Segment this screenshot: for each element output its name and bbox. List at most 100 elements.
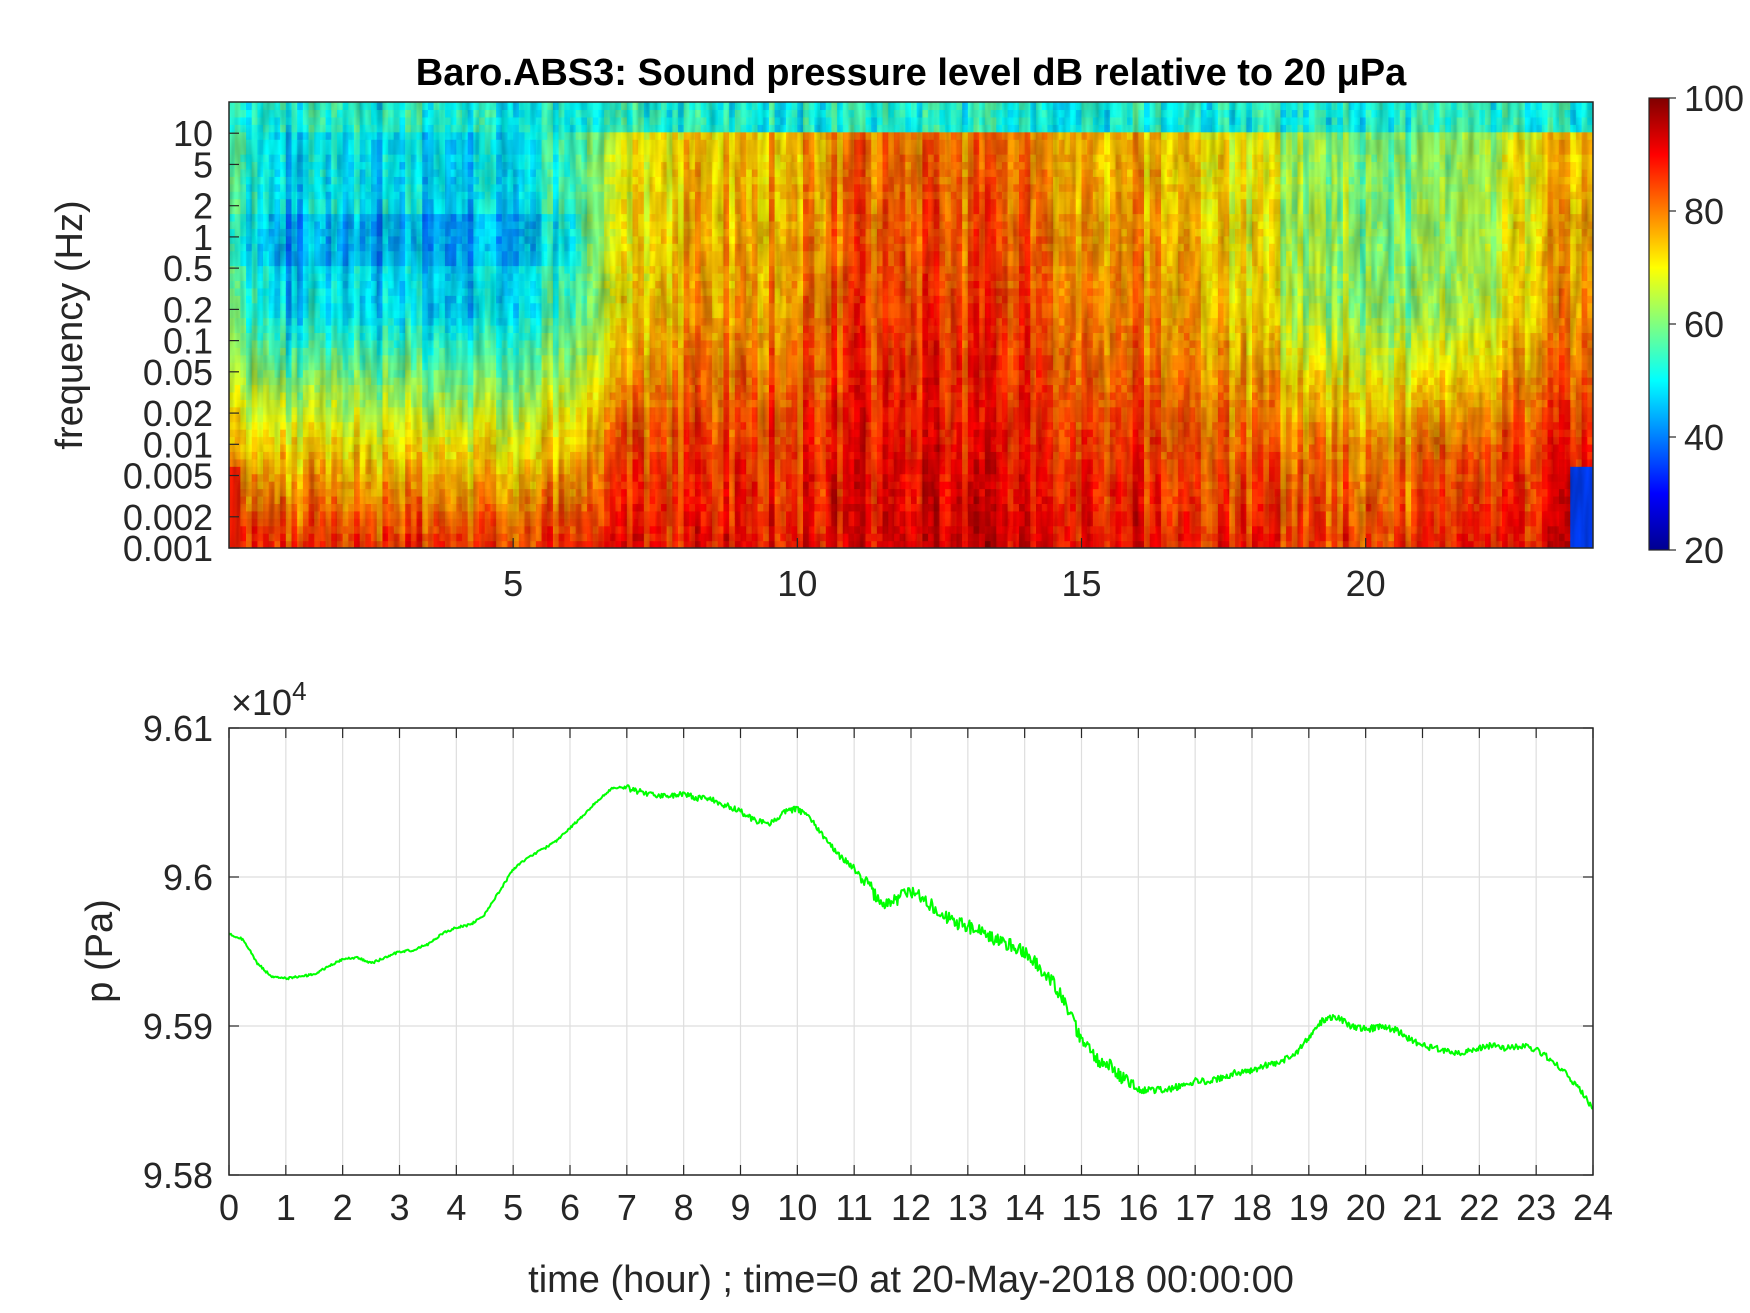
spectrogram-cell: [399, 332, 406, 341]
spectrogram-cell: [592, 429, 600, 438]
spectrogram-cell: [518, 235, 526, 244]
spectrogram-cell: [285, 191, 293, 200]
spectrogram-cell: [302, 235, 310, 244]
spectrogram-cell: [285, 540, 293, 548]
spectrogram-cell: [592, 198, 600, 207]
spectrogram-cell: [280, 406, 287, 415]
spectrogram-cell: [524, 377, 531, 386]
spectrogram-cell: [427, 473, 435, 482]
spectrogram-cell: [598, 377, 605, 386]
spectrogram-cell: [535, 369, 543, 378]
spectrogram-cell: [274, 540, 281, 548]
spectrogram-cell: [575, 429, 582, 438]
spectrogram-cell: [501, 540, 509, 548]
spectrogram-cell: [331, 168, 338, 177]
spectrogram-cell: [632, 213, 639, 222]
spectrogram-cell: [530, 258, 537, 267]
spectrogram-cell: [331, 429, 338, 438]
spectrogram-cell: [570, 495, 577, 504]
spectrogram-cell: [535, 176, 543, 185]
spectrogram-cell: [393, 421, 401, 430]
spectrogram-cell: [564, 451, 571, 460]
spectrogram-cell: [598, 391, 605, 400]
spectrogram-cell: [399, 473, 406, 482]
spectrogram-cell: [439, 473, 446, 482]
spectrogram-cell: [496, 228, 503, 237]
spectrogram-cell: [348, 317, 355, 326]
spectrogram-cell: [626, 510, 634, 519]
spectrogram-cell: [660, 510, 668, 519]
spectrogram-cell: [558, 518, 565, 527]
spectrogram-cell: [490, 265, 497, 274]
spectrogram-cell: [342, 354, 349, 363]
spectrogram-cell: [592, 161, 600, 170]
spectrogram-cell: [405, 540, 412, 548]
spectrogram-cell: [581, 443, 588, 452]
spectrogram-cell: [240, 332, 247, 341]
spectrogram-cell: [695, 458, 702, 467]
spectrogram-cell: [251, 354, 259, 363]
spectrogram-cell: [570, 503, 577, 512]
spectrogram-cell: [558, 503, 565, 512]
spectrogram-cell: [518, 503, 526, 512]
spectrogram-cell: [507, 332, 514, 341]
spectrogram-cell: [399, 124, 406, 133]
spectrogram-cell: [422, 325, 429, 334]
spectrogram-cell: [615, 302, 622, 311]
spectrogram-cell: [234, 332, 241, 341]
spectrogram-cell: [422, 481, 429, 490]
spectrogram-cell: [416, 272, 423, 281]
spectrogram-cell: [649, 332, 656, 341]
spectrogram-cell: [575, 295, 582, 304]
spectrogram-cell: [365, 235, 372, 244]
spectrogram-cell: [575, 533, 582, 542]
spectrogram-cell: [490, 391, 497, 400]
spectrogram-cell: [490, 436, 497, 445]
spectrogram-cell: [473, 310, 480, 319]
spectrogram-cell: [416, 295, 423, 304]
spectrogram-cell: [683, 183, 690, 192]
spectrogram-cell: [462, 384, 469, 393]
spectrogram-cell: [251, 525, 259, 534]
spectrogram-cell: [592, 325, 600, 334]
spectrogram-cell: [547, 533, 554, 542]
spectrogram-cell: [683, 332, 690, 341]
spectrogram-cell: [405, 250, 412, 259]
spectrogram-cell: [689, 533, 696, 542]
spectrogram-cell: [291, 429, 298, 438]
spectrogram-cell: [530, 332, 537, 341]
spectrogram-cell: [285, 414, 293, 423]
spectrogram-cell: [672, 280, 679, 289]
spectrogram-cell: [251, 414, 259, 423]
spectrogram-cell: [683, 258, 690, 267]
spectrogram-cell: [246, 466, 253, 475]
spectrogram-cell: [285, 213, 293, 222]
spectrogram-cell: [547, 451, 554, 460]
spectrogram-cell: [558, 362, 565, 371]
spectrogram-cell: [683, 139, 690, 148]
spectrogram-cell: [302, 421, 310, 430]
spectrogram-cell: [484, 154, 492, 163]
spectrogram-cell: [348, 220, 355, 229]
spectrogram-cell: [626, 466, 634, 475]
spectrogram-cell: [291, 102, 298, 111]
spectrogram-cell: [484, 265, 492, 274]
spectrogram-cell: [399, 287, 406, 296]
spectrogram-cell: [473, 347, 480, 356]
spectrogram-cell: [535, 339, 543, 348]
spectrogram-cell: [450, 377, 457, 386]
spectrogram-cell: [433, 250, 440, 259]
spectrogram-cell: [683, 116, 690, 125]
spectrogram-cell: [348, 451, 355, 460]
spectrogram-cell: [274, 391, 281, 400]
spectrogram-cell: [530, 168, 537, 177]
spectrogram-cell: [229, 510, 236, 519]
spectrogram-cell: [229, 399, 236, 408]
spectrogram-cell: [524, 220, 531, 229]
spectrogram-cell: [410, 510, 418, 519]
spectrogram-cell: [501, 295, 509, 304]
spectrogram-cell: [229, 347, 236, 356]
spectrogram-cell: [342, 161, 349, 170]
spectrogram-cell: [689, 295, 696, 304]
spectrogram-cell: [302, 124, 310, 133]
